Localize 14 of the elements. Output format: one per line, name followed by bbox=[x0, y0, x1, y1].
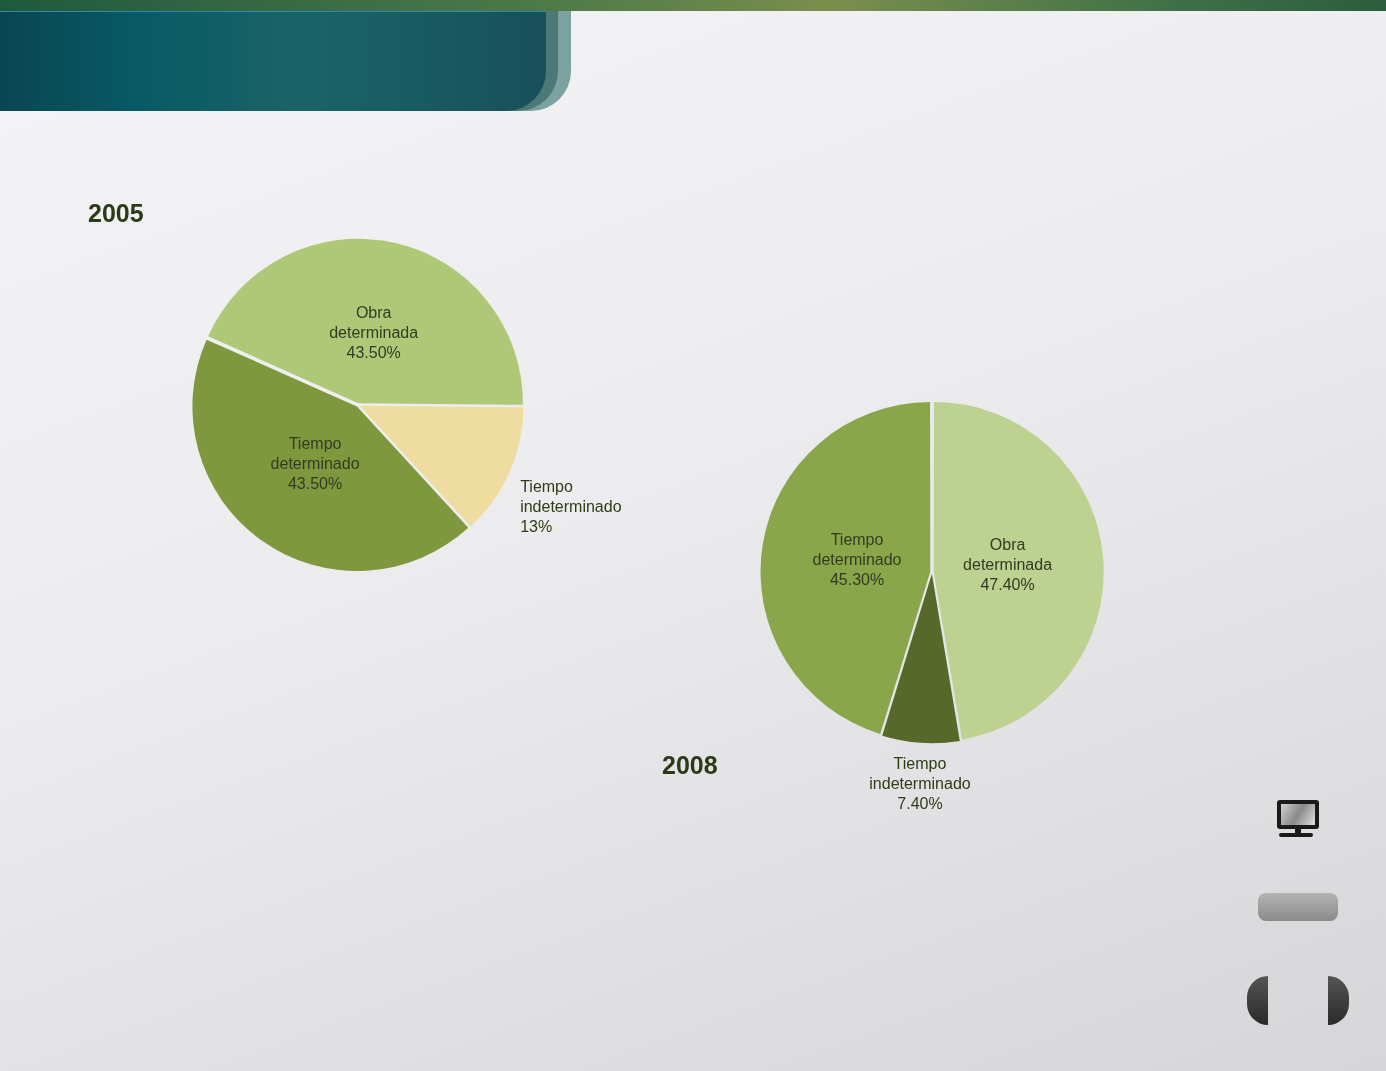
slice-label: Tiempo determinado bbox=[812, 531, 902, 569]
data-label: 43.50% bbox=[346, 343, 401, 361]
data-label: 47.40% bbox=[980, 576, 1035, 594]
chart-title: 2005 bbox=[88, 198, 144, 227]
slice-label: Tiempo determinado bbox=[270, 435, 360, 473]
data-label: 43.50% bbox=[287, 475, 343, 493]
data-label: 45.30% bbox=[829, 571, 885, 589]
data-label: 13% bbox=[520, 517, 553, 535]
slice-label: Tiempo indeterminado bbox=[869, 754, 971, 792]
slice-label: Obra determinada bbox=[329, 303, 419, 341]
slice-label: Tiempo indeterminado bbox=[520, 477, 622, 515]
slice-label: Obra determinada bbox=[963, 536, 1053, 574]
text: 2008 bbox=[662, 750, 718, 779]
data-label: 7.40% bbox=[897, 794, 943, 812]
